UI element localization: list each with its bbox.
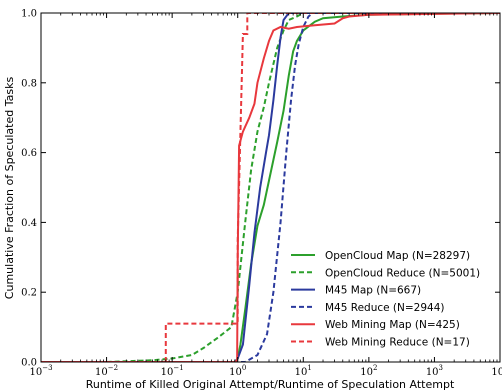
series-line-2 <box>41 13 500 362</box>
x-tick-label: 102 <box>360 364 377 378</box>
series-line-4 <box>41 13 500 362</box>
x-tick-label: 100 <box>229 364 246 378</box>
y-tick-label: 0.2 <box>21 288 37 299</box>
y-tick-label: 0.4 <box>21 218 37 229</box>
x-axis-label: Runtime of Killed Original Attempt/Runti… <box>86 378 455 391</box>
plot-frame <box>40 12 501 363</box>
legend-label-3: M45 Reduce (N=2944) <box>325 302 445 314</box>
legend-label-4: Web Mining Map (N=425) <box>325 319 460 331</box>
x-tick-label: 101 <box>295 364 312 378</box>
ticks-layer: 10−3 10−2 10−1 100 101 102 103 104 0.0 0.2 0.4 0.6 0… <box>21 9 502 379</box>
series-line-3 <box>41 13 500 362</box>
x-tick-label: 10−1 <box>161 364 184 378</box>
y-tick-label: 0.0 <box>21 358 37 369</box>
y-tick-label: 0.6 <box>21 148 37 159</box>
legend-label-5: Web Mining Reduce (N=17) <box>325 337 470 349</box>
x-tick-label: 103 <box>426 364 443 378</box>
series-line-5 <box>164 13 500 362</box>
x-tick-label: 10−2 <box>95 364 118 378</box>
series-layer <box>41 13 500 362</box>
series-line-1 <box>106 13 500 362</box>
x-tick-label: 104 <box>491 364 502 378</box>
y-axis-label: Cumulative Fraction of Speculated Tasks <box>3 77 16 300</box>
legend-label-0: OpenCloud Map (N=28297) <box>325 250 470 262</box>
legend: OpenCloud Map (N=28297) OpenCloud Reduce … <box>291 250 480 349</box>
series-line-0 <box>41 13 500 362</box>
y-tick-label: 1.0 <box>21 9 37 20</box>
x-tick-label: 10−3 <box>29 364 52 378</box>
legend-label-2: M45 Map (N=667) <box>325 285 421 297</box>
legend-label-1: OpenCloud Reduce (N=5001) <box>325 267 480 279</box>
y-tick-label: 0.8 <box>21 78 37 89</box>
